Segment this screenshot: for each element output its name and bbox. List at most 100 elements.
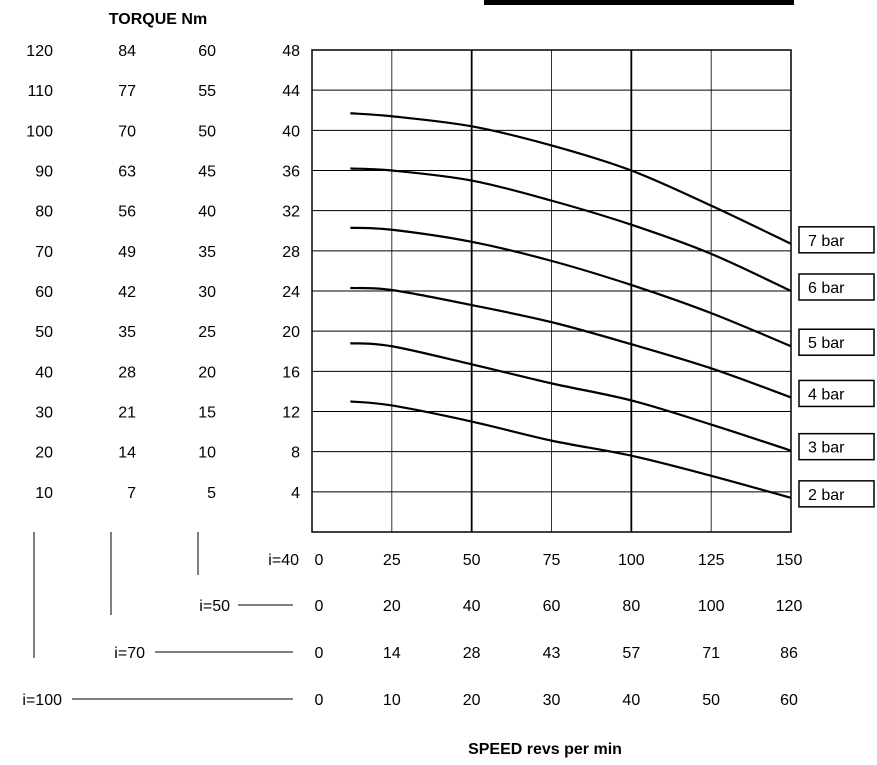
torque-tick-label: 40	[282, 123, 300, 140]
torque-tick-label: 70	[35, 244, 53, 261]
torque-tick-label: 14	[118, 445, 136, 462]
speed-tick-label: 57	[622, 645, 640, 662]
torque-tick-label: 77	[118, 83, 136, 100]
torque-tick-label: 30	[35, 405, 53, 422]
torque-tick-label: 40	[35, 364, 53, 381]
plot-area: 7 bar 6 bar 5 bar 4 bar 3 bar 2 bar	[311, 49, 875, 533]
speed-tick-label: 0	[315, 692, 324, 709]
speed-tick-label: 150	[776, 552, 803, 569]
speed-tick-label: 20	[463, 692, 481, 709]
torque-tick-label: 120	[26, 43, 53, 60]
ratio-leaders: i=40 i=50 i=70 i=100	[22, 532, 299, 709]
legend-box	[798, 432, 875, 461]
speed-tick-label: 86	[780, 645, 798, 662]
series-line-4-bar	[350, 286, 792, 399]
torque-tick-label: 15	[198, 405, 216, 422]
torque-tick-label: 60	[35, 284, 53, 301]
torque-tick-label: 21	[118, 405, 136, 422]
torque-tick-label: 80	[35, 204, 53, 221]
legend-label: 6 bar	[808, 280, 845, 297]
series-line-5-bar	[350, 226, 792, 348]
speed-tick-label: 30	[543, 692, 561, 709]
speed-tick-label: 20	[383, 598, 401, 615]
chart-title: TORQUE Nm	[109, 11, 207, 28]
torque-tick-label: 55	[198, 83, 216, 100]
torque-tick-label: 60	[198, 43, 216, 60]
legend-label: 2 bar	[808, 487, 845, 504]
torque-tick-label: 4	[291, 485, 300, 502]
torque-tick-label: 32	[282, 204, 300, 221]
ratio-label: i=40	[268, 552, 299, 569]
series-line-3-bar	[350, 342, 792, 452]
torque-tick-label: 35	[198, 244, 216, 261]
speed-tick-label: 80	[622, 598, 640, 615]
torque-tick-label: 7	[127, 485, 136, 502]
torque-tick-label: 44	[282, 83, 300, 100]
torque-tick-label: 10	[198, 445, 216, 462]
speed-tick-label: 50	[702, 692, 720, 709]
speed-tick-label: 50	[463, 552, 481, 569]
legend-box	[798, 480, 875, 508]
speed-tick-label: 100	[618, 552, 645, 569]
torque-tick-label: 12	[282, 405, 300, 422]
speed-tick-label: 60	[780, 692, 798, 709]
torque-tick-label: 45	[198, 164, 216, 181]
torque-tick-label: 100	[26, 123, 53, 140]
torque-tick-label: 10	[35, 485, 53, 502]
legend-box	[798, 379, 875, 408]
legend-item: 7 bar	[798, 226, 875, 254]
speed-tick-label: 125	[698, 552, 725, 569]
torque-tick-label: 110	[27, 83, 53, 100]
grid	[312, 50, 791, 532]
legend-item: 5 bar	[798, 328, 875, 356]
torque-tick-label: 20	[35, 445, 53, 462]
series-line-7-bar	[350, 112, 792, 245]
legend-item: 6 bar	[798, 273, 875, 301]
legend-label: 4 bar	[808, 386, 845, 403]
speed-tick-label: 14	[383, 645, 401, 662]
title-bar	[484, 0, 794, 5]
torque-tick-label: 40	[198, 204, 216, 221]
torque-tick-label: 30	[198, 284, 216, 301]
torque-tick-label: 25	[198, 324, 216, 341]
speed-tick-label: 0	[315, 645, 324, 662]
speed-tick-label: 60	[543, 598, 561, 615]
series-line-6-bar	[350, 167, 792, 292]
legend-item: 2 bar	[798, 480, 875, 508]
legend: 7 bar 6 bar 5 bar 4 bar 3 bar 2 bar	[798, 226, 875, 508]
torque-tick-label: 90	[35, 164, 53, 181]
torque-scales: 1201101009080706050403020108477706356494…	[26, 43, 300, 502]
ratio-label: i=50	[199, 598, 230, 615]
speed-tick-label: 0	[315, 598, 324, 615]
torque-tick-label: 63	[118, 164, 136, 181]
torque-tick-label: 36	[282, 164, 300, 181]
speed-tick-label: 10	[383, 692, 401, 709]
torque-tick-label: 20	[282, 324, 300, 341]
ratio-label: i=100	[22, 692, 62, 709]
torque-tick-label: 42	[118, 284, 136, 301]
speed-tick-label: 43	[543, 645, 561, 662]
series-line-2-bar	[350, 400, 792, 499]
legend-label: 7 bar	[808, 233, 845, 250]
torque-tick-label: 28	[282, 244, 300, 261]
legend-item: 3 bar	[798, 432, 875, 461]
torque-tick-label: 20	[198, 364, 216, 381]
speed-tick-label: 100	[698, 598, 725, 615]
speed-tick-label: 120	[776, 598, 803, 615]
ratio-label: i=70	[114, 645, 145, 662]
legend-box	[798, 226, 875, 254]
legend-box	[798, 273, 875, 301]
torque-tick-label: 50	[35, 324, 53, 341]
legend-label: 5 bar	[808, 335, 845, 352]
speed-tick-label: 25	[383, 552, 401, 569]
torque-tick-label: 16	[282, 364, 300, 381]
torque-tick-label: 49	[118, 244, 136, 261]
legend-item: 4 bar	[798, 379, 875, 408]
x-axis-label: SPEED revs per min	[468, 741, 622, 758]
speed-tick-label: 28	[463, 645, 481, 662]
speed-tick-label: 75	[543, 552, 561, 569]
legend-label: 3 bar	[808, 440, 845, 457]
speed-tick-label: 71	[702, 645, 720, 662]
